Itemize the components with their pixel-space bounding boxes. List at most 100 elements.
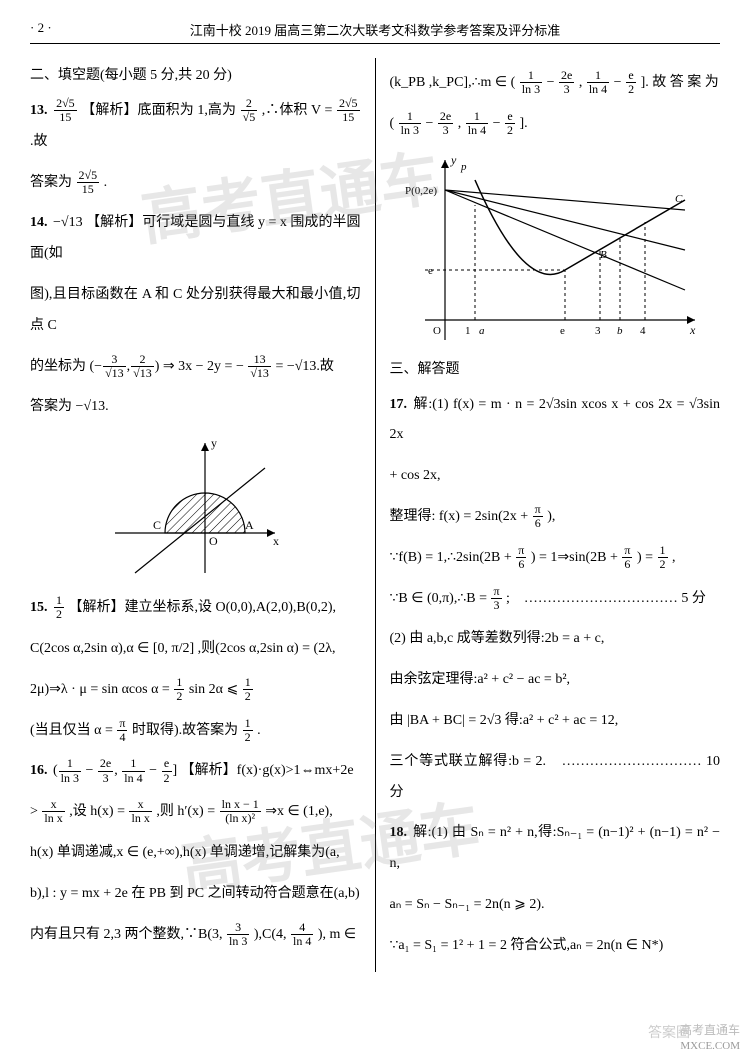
page-header: · 2 · 江南十校 2019 届高三第二次大联考文科数学参考答案及评分标准 xyxy=(30,20,720,44)
q15-t2b: ,则(2cos α,2sin α) = (2λ, xyxy=(198,641,336,656)
right-column: (k_PB ,k_PC],∴m ∈ ( 1ln 3 − 2e3 , 1ln 4 … xyxy=(390,58,721,972)
fig16-C: C xyxy=(675,193,683,205)
q17-t4d: , xyxy=(672,550,676,565)
q16-t2c: ,则 h′(x) = xyxy=(156,804,215,819)
q15-t2a: C(2cos α,2sin α),α ∈ xyxy=(30,641,153,656)
q14-line4: 答案为 −√13. xyxy=(30,392,361,423)
q17-pi6c: π6 xyxy=(622,544,632,571)
q16-b2: e2 xyxy=(162,757,172,784)
r-l1c: , xyxy=(579,75,583,90)
q16-a1: 1ln 3 xyxy=(59,757,81,784)
fig16-b: b xyxy=(617,325,623,337)
q16-f8: xln x xyxy=(129,798,151,825)
q16-line3: h(x) 单调递减,x ∈ (e,+∞),h(x) 单调递增,记解集为(a, xyxy=(30,838,361,869)
column-divider xyxy=(375,58,376,972)
q16-line4: b),l : y = mx + 2e 在 PB 到 PC 之间转动符合题意在(a… xyxy=(30,879,361,910)
fig14-x-label: x xyxy=(273,534,279,548)
q15-int: [0, π/2] xyxy=(153,641,194,656)
q15-line1: 15. 12 【解析】建立坐标系,设 O(0,0),A(2,0),B(0,2), xyxy=(30,593,361,624)
fig16-p: p xyxy=(460,161,467,173)
fig16-x: x xyxy=(689,323,696,337)
r-l1d: − xyxy=(614,75,625,90)
q15-t4b: 时取得).故答案为 xyxy=(132,723,238,738)
fig16-1: 1 xyxy=(465,325,471,337)
fig16-y: y xyxy=(450,153,457,167)
r2-b2: e2 xyxy=(505,110,515,137)
q14-t4: ⇒ 3x − 2y = − xyxy=(163,359,244,374)
q17-pi3: π3 xyxy=(491,585,501,612)
r-l2d: − xyxy=(493,116,504,131)
q17-line9: 三个等式联立解得:b = 2. ………………………… 10 分 xyxy=(390,747,721,809)
q17-pi6a: π6 xyxy=(533,503,543,530)
answer-corner-mark: 答案圈 xyxy=(648,1022,690,1042)
q16-t2a: > xyxy=(30,804,38,819)
q17-t1: 解:(1) f(x) = m · n = 2√3sin xcos x + cos… xyxy=(390,397,721,443)
q17-t5a: ∵B ∈ (0,π),∴B = xyxy=(390,591,491,606)
q17-t3a: 整理得: f(x) = 2sin(2x + xyxy=(390,509,532,524)
r-l2a: ( xyxy=(390,116,395,131)
r-line1: (k_PB ,k_PC],∴m ∈ ( 1ln 3 − 2e3 , 1ln 4 … xyxy=(390,68,721,99)
q17-line8: 由 |BA + BC| = 2√3 得:a² + c² + ac = 12, xyxy=(390,706,721,737)
q15-t3b: sin 2α ⩽ xyxy=(189,682,242,697)
q16-f7: xln x xyxy=(42,798,64,825)
q17-line5: ∵B ∈ (0,π),∴B = π3 ; …………………………… 5 分 xyxy=(390,584,721,615)
q17-line2: + cos 2x, xyxy=(390,461,721,492)
fig14-A-label: A xyxy=(245,518,254,532)
q16-line2: > xln x ,设 h(x) = xln x ,则 h′(x) = ln x … xyxy=(30,797,361,828)
q14-cb: 2√13 xyxy=(131,353,154,380)
q16-t5c: ), m ∈ xyxy=(318,927,356,942)
fig16-O: O xyxy=(433,325,441,337)
q13-line1: 13. 2√515 【解析】底面积为 1,高为 2√5 ,∴体积 V = 2√5… xyxy=(30,96,361,158)
q18-line2: aₙ = Sₙ − Sₙ₋₁ = 2n(n ⩾ 2). xyxy=(390,890,721,921)
fig16-a: a xyxy=(479,325,485,337)
fig14-O-label: O xyxy=(209,534,218,548)
q14-t3: 的坐标为 xyxy=(30,359,86,374)
q17-t4c: ) = xyxy=(637,550,657,565)
page-number: · 2 · xyxy=(30,20,52,36)
fig16-ee: e xyxy=(428,265,433,277)
q13-f2: 2√5 xyxy=(241,97,258,124)
q17-line3: 整理得: f(x) = 2sin(2x + π6 ), xyxy=(390,502,721,533)
fig14-C-label: C xyxy=(153,518,161,532)
q13-t1: 【解析】底面积为 1,高为 xyxy=(81,103,236,118)
fig14-y-label: y xyxy=(211,436,217,450)
r-l2e: ]. xyxy=(520,116,528,131)
q13-num: 13. xyxy=(30,103,48,118)
q16-f10: 3ln 3 xyxy=(227,921,249,948)
q17-t3b: ), xyxy=(547,509,555,524)
q16-t2d: ⇒x ∈ (1,e), xyxy=(265,804,332,819)
q17-t4b: ) = 1⇒sin(2B + xyxy=(531,550,622,565)
fig16-P: P(0,2e) xyxy=(405,185,437,197)
q18-num: 18. xyxy=(390,825,408,840)
q18-t1: 解:(1) 由 Sₙ = n² + n,得:Sₙ₋₁ = (n−1)² + (n… xyxy=(390,825,721,871)
q13-line2: 答案为 2√515 . xyxy=(30,168,361,199)
section2-title: 二、填空题(每小题 5 分,共 20 分) xyxy=(30,64,361,84)
q16-a2: 2e3 xyxy=(98,757,113,784)
q16-figure: O 1 a e 3 b 4 x y p P(0,2e) e B C xyxy=(405,150,705,350)
q13-t4: 答案为 xyxy=(30,175,72,190)
q16-b1: 1ln 4 xyxy=(122,757,144,784)
q15-f3: 12 xyxy=(174,676,184,703)
q17-line4: ∵f(B) = 1,∴2sin(2B + π6 ) = 1⇒sin(2B + π… xyxy=(390,543,721,574)
q14-ca: 3√13 xyxy=(103,353,126,380)
q16-f9: ln x − 1(ln x)² xyxy=(220,798,261,825)
left-column: 二、填空题(每小题 5 分,共 20 分) 13. 2√515 【解析】底面积为… xyxy=(30,58,361,972)
q16-t1: 【解析】f(x)·g(x)>1⇔mx+2e xyxy=(181,763,354,778)
q17-line1: 17. 解:(1) f(x) = m · n = 2√3sin xcos x +… xyxy=(390,390,721,452)
q15-t4a: (当且仅当 α = xyxy=(30,723,116,738)
q13-answer-frac: 2√515 xyxy=(54,97,77,124)
header-title: 江南十校 2019 届高三第二次大联考文科数学参考答案及评分标准 xyxy=(190,23,561,38)
q15-f5: π4 xyxy=(117,717,127,744)
r-b2: e2 xyxy=(626,69,636,96)
q14-t5: = −√13.故 xyxy=(275,359,333,374)
q15-ans: 12 xyxy=(54,594,64,621)
q13-t5: . xyxy=(104,175,108,190)
r-l2b: − xyxy=(426,116,437,131)
r2-a2: 2e3 xyxy=(438,110,453,137)
q15-line4: (当且仅当 α = π4 时取得).故答案为 12 . xyxy=(30,716,361,747)
q14-ans: −√13 xyxy=(53,215,83,230)
q13-t2: ,∴体积 V = xyxy=(262,103,333,118)
r-l1a: (k_PB ,k_PC],∴m ∈ ( xyxy=(390,75,516,90)
q16-t5a: 内有且只有 2,3 两个整数,∵B(3, xyxy=(30,927,223,942)
fig16-4: 4 xyxy=(640,325,646,337)
